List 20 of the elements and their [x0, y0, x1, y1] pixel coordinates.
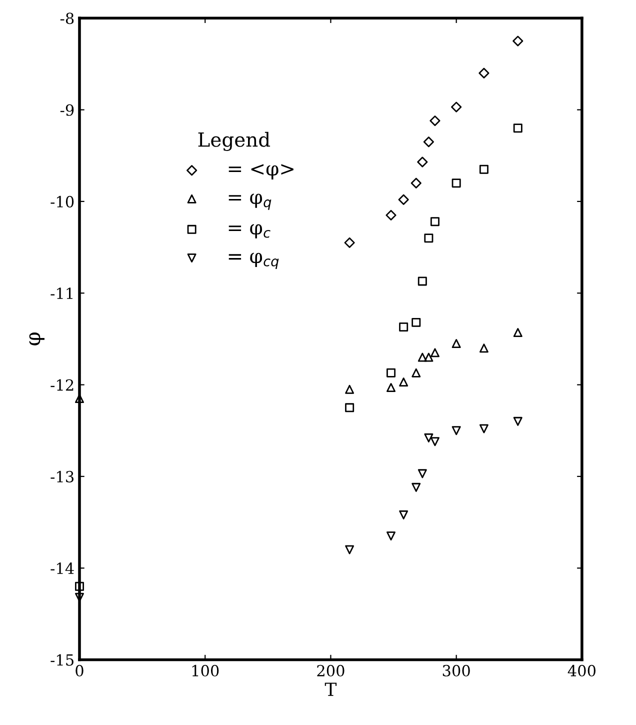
legend-label: = φ$_{c}$	[228, 224, 270, 238]
y-tick-label: -9	[60, 104, 74, 116]
y-tick-label: -13	[50, 470, 74, 482]
x-tick-label: 200	[317, 664, 344, 676]
legend-label: = φ$_{q}$	[228, 194, 272, 210]
y-tick-label: -11	[50, 288, 72, 299]
x-axis-title: T	[324, 682, 337, 696]
y-tick-label: -15	[50, 654, 74, 666]
x-tick-label: 400	[568, 664, 596, 676]
y-tick-label: -10	[50, 196, 74, 208]
x-tick-label: 300	[442, 664, 470, 676]
x-tick-label: 0	[76, 664, 84, 676]
y-tick-label: -8	[60, 12, 74, 24]
x-tick-label: 100	[192, 664, 219, 676]
y-axis-title: φ	[29, 332, 44, 346]
legend-label: = <φ>	[228, 164, 294, 180]
legend-title: Legend	[198, 132, 270, 151]
legend-label: = φ$_{cq}$	[228, 252, 279, 269]
y-tick-label: -12	[50, 379, 74, 391]
y-tick-label: -14	[50, 562, 74, 574]
